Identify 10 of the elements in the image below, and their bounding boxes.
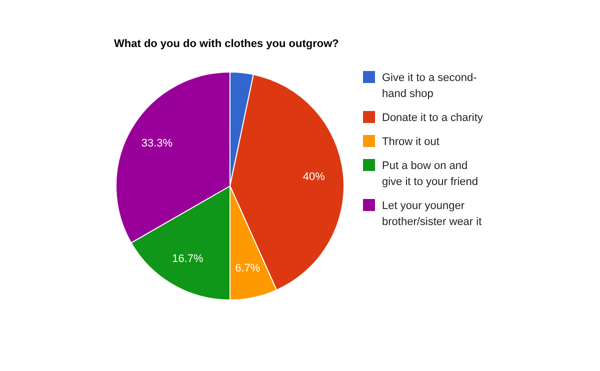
legend-label: Let your younger brother/sister wear it [382,199,483,230]
data-label: 33.3% [141,138,173,150]
legend-label: Give it to a second-hand shop [382,71,478,102]
legend-label: Put a bow on and give it to your friend [382,159,479,190]
chart-title: What do you do with clothes you outgrow? [114,38,339,50]
data-label: 16.7% [172,253,204,266]
data-label: 6.7% [235,262,260,274]
legend-label: Throw it out [382,135,440,150]
legend-label: Donate it to a charity [382,111,483,126]
data-label: 40% [302,171,326,184]
